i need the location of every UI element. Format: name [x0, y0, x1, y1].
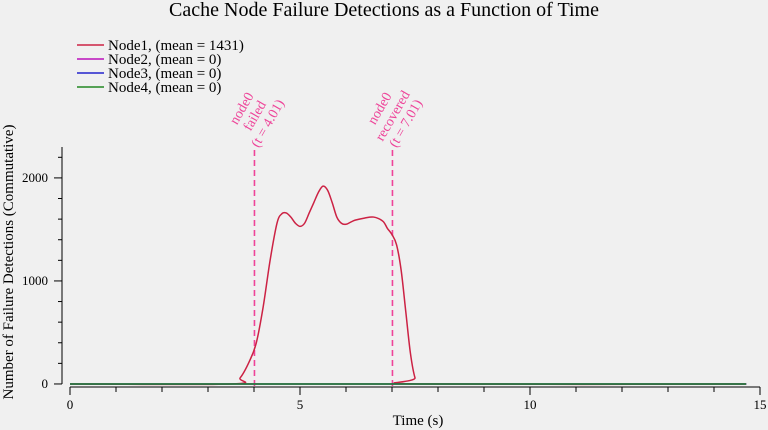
chart-title: Cache Node Failure Detections as a Funct… [169, 0, 599, 21]
x-tick-label: 15 [754, 397, 767, 412]
y-axis-label: Number of Failure Detections (Commutativ… [1, 125, 17, 400]
x-tick-label: 10 [524, 397, 537, 412]
axes: 0 5 10 15 0 1000 2000 [22, 147, 767, 412]
y-tick-label: 2000 [22, 170, 48, 185]
y-tick-label: 0 [42, 376, 49, 391]
legend-label: Node4, (mean = 0) [108, 80, 221, 96]
x-axis-label: Time (s) [393, 413, 444, 429]
legend: Node1, (mean = 1431)Node2, (mean = 0)Nod… [77, 38, 244, 96]
x-tick-label: 0 [67, 397, 74, 412]
legend-label: Node3, (mean = 0) [108, 66, 221, 82]
legend-label: Node2, (mean = 0) [108, 52, 221, 68]
legend-label: Node1, (mean = 1431) [108, 38, 244, 54]
series-lines [69, 185, 747, 386]
y-tick-label: 1000 [22, 273, 48, 288]
x-tick-label: 5 [297, 397, 304, 412]
series-line-node1 [69, 185, 747, 386]
